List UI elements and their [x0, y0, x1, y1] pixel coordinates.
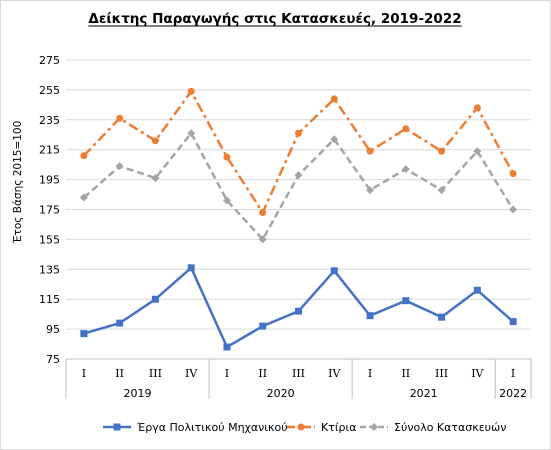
- y-tick-labels: 75 95 115 135 155 175 195 215 235 255 275: [39, 54, 60, 366]
- x-group-label: 2020: [267, 387, 295, 400]
- x-tick-label: III: [292, 367, 305, 380]
- data-point: [438, 147, 446, 155]
- x-tick-label: IV: [328, 367, 341, 380]
- y-tick-label: 95: [46, 323, 60, 336]
- data-point: [437, 186, 446, 195]
- data-point: [509, 205, 518, 214]
- data-point: [79, 193, 88, 202]
- y-tick-label: 275: [39, 54, 60, 67]
- x-tick-label: III: [435, 367, 448, 380]
- y-tick-label: 155: [39, 233, 60, 246]
- x-tick-label: I: [368, 367, 372, 380]
- y-tick-label: 115: [39, 293, 60, 306]
- x-tick-label: III: [149, 367, 162, 380]
- data-point: [223, 153, 231, 161]
- data-point: [401, 165, 410, 174]
- series-lines: [79, 87, 518, 351]
- y-tick-label: 235: [39, 114, 60, 127]
- data-point: [222, 196, 231, 205]
- data-point: [187, 87, 195, 95]
- x-tick-label: IV: [471, 367, 484, 380]
- data-point: [151, 295, 159, 303]
- data-point: [330, 135, 339, 144]
- data-point: [473, 104, 481, 112]
- legend-label: Σύνολο Κατασκευών: [394, 421, 506, 434]
- y-tick-label: 75: [46, 353, 60, 366]
- data-point: [115, 162, 124, 171]
- y-tick-label: 135: [39, 263, 60, 276]
- x-tick-label: II: [115, 367, 124, 380]
- data-point: [80, 330, 88, 338]
- x-tick-label: I: [511, 367, 515, 380]
- data-point: [402, 297, 410, 305]
- series: [79, 129, 518, 244]
- legend: Έργα Πολιτικού Μηχανικού Κτίρια Σύνολο Κατ…: [103, 421, 506, 434]
- x-tick-label: II: [258, 367, 267, 380]
- data-point: [295, 307, 302, 315]
- legend-label: Έργα Πολιτικού Μηχανικού: [136, 421, 288, 434]
- data-point: [366, 147, 374, 155]
- data-point: [330, 267, 338, 275]
- data-point: [259, 208, 267, 216]
- y-tick-label: 255: [39, 84, 60, 97]
- x-group-label: 2021: [410, 387, 438, 400]
- y-axis-label: Έτος Βάσης 2015=100: [12, 121, 24, 245]
- data-point: [366, 312, 374, 320]
- data-point: [402, 125, 410, 133]
- legend-marker: [297, 423, 305, 431]
- data-point: [259, 322, 267, 330]
- y-tick-label: 195: [39, 174, 60, 187]
- legend-marker: [113, 423, 121, 431]
- x-group-label: 2019: [124, 387, 152, 400]
- x-tick-label: IV: [185, 367, 198, 380]
- y-tick-label: 215: [39, 144, 60, 157]
- data-point: [366, 186, 375, 195]
- chart-title: Δείκτης Παραγωγής στις Κατασκευές, 2019-…: [88, 11, 461, 27]
- series: [80, 264, 517, 351]
- data-point: [509, 170, 517, 178]
- data-point: [187, 264, 195, 272]
- series-line: [83, 132, 515, 241]
- data-point: [509, 318, 517, 326]
- data-point: [473, 147, 482, 156]
- x-group-label: 2022: [499, 387, 527, 400]
- data-point: [151, 137, 159, 145]
- data-point: [223, 343, 231, 351]
- data-point: [438, 313, 446, 321]
- y-tick-label: 175: [39, 204, 60, 217]
- data-point: [295, 129, 302, 137]
- data-point: [330, 95, 338, 103]
- series-line: [83, 266, 514, 349]
- data-point: [187, 129, 196, 138]
- x-tick-label: I: [225, 367, 229, 380]
- data-point: [151, 174, 160, 183]
- x-tick-label: II: [401, 367, 410, 380]
- data-point: [473, 286, 481, 294]
- data-point: [116, 319, 124, 327]
- data-point: [116, 114, 124, 122]
- legend-label: Κτίρια: [321, 421, 357, 434]
- data-point: [294, 171, 303, 180]
- series: [80, 87, 517, 216]
- legend-marker: [370, 423, 378, 431]
- x-tick-label: I: [82, 367, 86, 380]
- series-line: [82, 90, 515, 214]
- data-point: [258, 235, 267, 244]
- data-point: [80, 152, 88, 160]
